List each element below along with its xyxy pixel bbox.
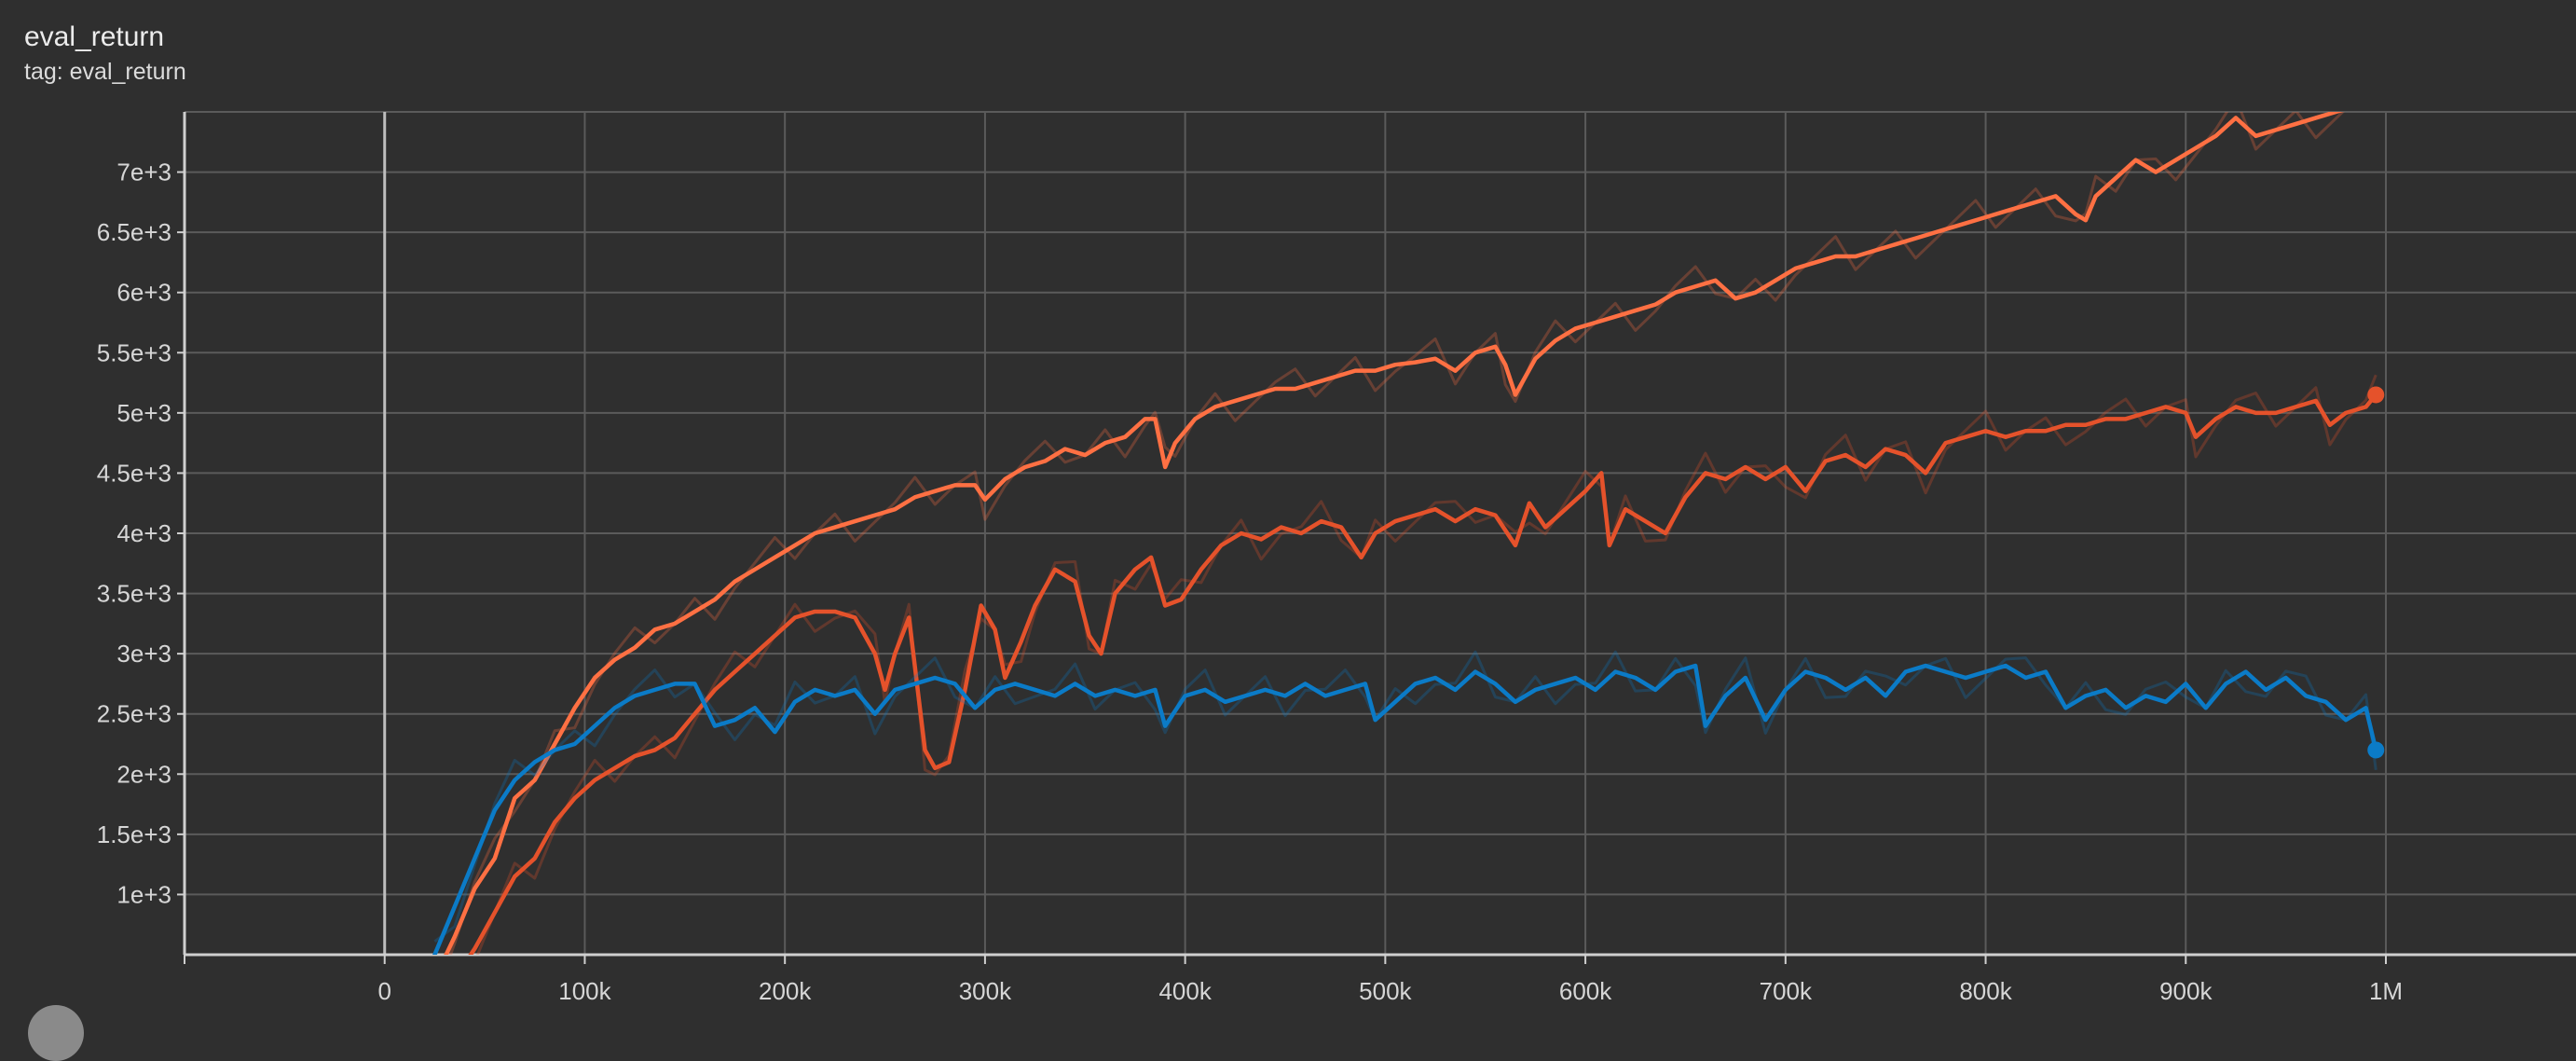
x-tick-label: 600k (1559, 977, 1612, 1005)
x-tick-label: 800k (1959, 977, 2012, 1005)
fit-domain-button[interactable] (28, 1005, 84, 1061)
x-tick-label: 700k (1760, 977, 1813, 1005)
axes (177, 112, 2576, 964)
y-tick-label: 3.5e+3 (97, 580, 171, 608)
series-raw-line (448, 112, 2345, 955)
y-tick-label: 1.5e+3 (97, 820, 171, 848)
y-tick-label: 7e+3 (116, 158, 171, 186)
x-tick-label: 900k (2159, 977, 2213, 1005)
y-tick-label: 4.5e+3 (97, 459, 171, 487)
tick-labels: 1e+3 1.5e+3 2e+3 2.5e+3 3e+3 3.5e+3 4e+3 4.5e+3… (97, 158, 2403, 1005)
series-line[interactable] (455, 393, 2378, 978)
series-end-point[interactable] (2367, 386, 2385, 404)
series-1[interactable] (455, 374, 2378, 979)
series-line[interactable] (432, 663, 2378, 955)
x-tick-label: 0 (377, 977, 391, 1005)
series-raw-line (475, 374, 2377, 955)
y-tick-label: 5e+3 (116, 399, 171, 427)
y-tick-label: 2e+3 (116, 760, 171, 788)
series-2[interactable] (432, 650, 2378, 955)
y-tick-label: 4e+3 (116, 519, 171, 547)
x-tick-label: 500k (1359, 977, 1412, 1005)
x-tick-label: 1M (2369, 977, 2403, 1005)
x-tick-label: 100k (558, 977, 611, 1005)
series-end-point[interactable] (2367, 741, 2385, 759)
series-group (432, 98, 2385, 999)
grid (185, 111, 2576, 955)
card-header: eval_return tag: eval_return (24, 19, 186, 88)
y-tick-label: 1e+3 (116, 880, 171, 908)
chart-title: eval_return (24, 21, 165, 52)
x-tick-label: 300k (959, 977, 1012, 1005)
y-tick-label: 3e+3 (116, 640, 171, 668)
y-tick-label: 6e+3 (116, 279, 171, 307)
y-tick-label: 5.5e+3 (97, 338, 171, 366)
line-chart[interactable]: 1e+3 1.5e+3 2e+3 2.5e+3 3e+3 3.5e+3 4e+3 4.5e+3… (0, 0, 2576, 1013)
series-line[interactable] (434, 106, 2355, 979)
x-tick-label: 400k (1158, 977, 1212, 1005)
series-0[interactable] (434, 98, 2355, 999)
y-tick-label: 6.5e+3 (97, 218, 171, 246)
y-tick-label: 2.5e+3 (97, 700, 171, 728)
chart-tag: tag: eval_return (24, 59, 186, 85)
x-tick-label: 200k (759, 977, 812, 1005)
